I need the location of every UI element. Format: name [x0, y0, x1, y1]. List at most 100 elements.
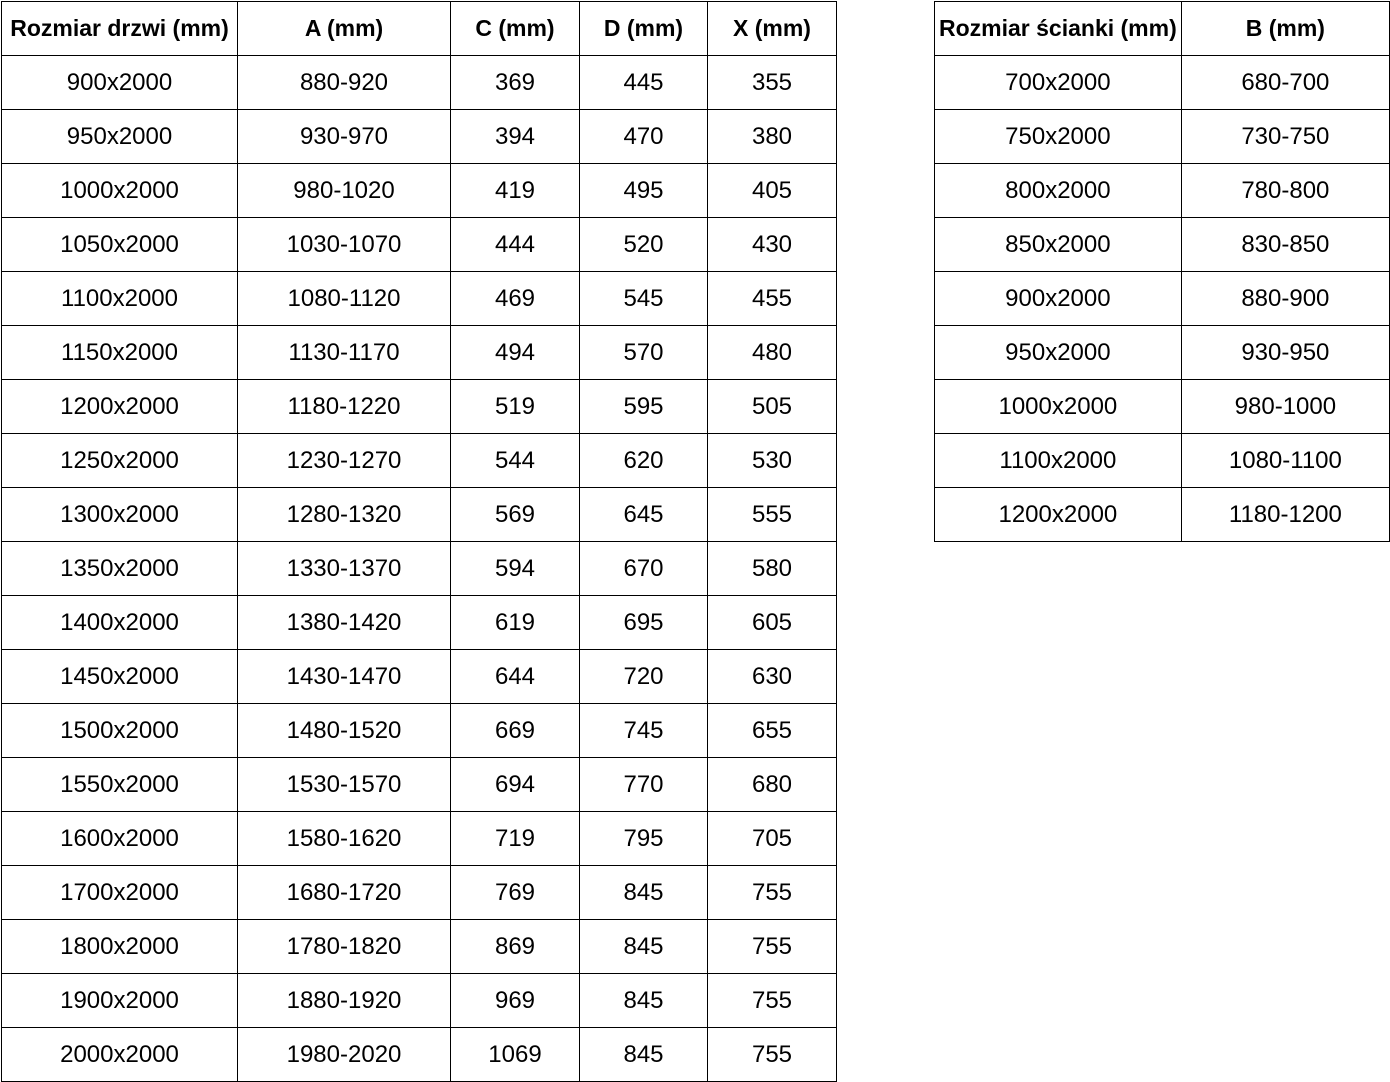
- table-cell: 980-1000: [1180, 379, 1390, 434]
- table-cell: 569: [450, 487, 580, 542]
- table-cell: 469: [450, 271, 580, 326]
- door-sizes-table: Rozmiar drzwi (mm) A (mm) C (mm) D (mm) X (m…: [1, 1, 837, 1082]
- table-cell: 705: [707, 811, 837, 866]
- table-cell: 869: [450, 919, 580, 974]
- table-cell: 555: [707, 487, 837, 542]
- table-cell: 1480-1520: [237, 703, 451, 758]
- column-header: X (mm): [707, 1, 837, 56]
- table-cell: 644: [450, 649, 580, 704]
- table-cell: 1100x2000: [1, 271, 238, 326]
- table-row: 1900x2000 1880-1920 969 845 755: [1, 973, 837, 1028]
- table-row: 1550x2000 1530-1570 694 770 680: [1, 757, 837, 812]
- table-cell: 355: [707, 55, 837, 110]
- table-cell: 1580-1620: [237, 811, 451, 866]
- table-cell: 520: [579, 217, 708, 272]
- table-cell: 1069: [450, 1027, 580, 1082]
- table-cell: 1780-1820: [237, 919, 451, 974]
- table-cell: 405: [707, 163, 837, 218]
- door-sizes-table-head: Rozmiar drzwi (mm) A (mm) C (mm) D (mm) X (m…: [1, 1, 837, 56]
- table-cell: 845: [579, 865, 708, 920]
- table-cell: 755: [707, 865, 837, 920]
- table-cell: 695: [579, 595, 708, 650]
- table-cell: 1130-1170: [237, 325, 451, 380]
- table-cell: 620: [579, 433, 708, 488]
- table-cell: 605: [707, 595, 837, 650]
- table-row: 900x2000 880-900: [934, 271, 1390, 326]
- table-cell: 1080-1100: [1180, 433, 1390, 488]
- table-cell: 950x2000: [1, 109, 238, 164]
- table-cell: 1400x2000: [1, 595, 238, 650]
- table-cell: 980-1020: [237, 163, 451, 218]
- table-cell: 900x2000: [1, 55, 238, 110]
- table-cell: 1880-1920: [237, 973, 451, 1028]
- table-cell: 1330-1370: [237, 541, 451, 596]
- column-header: Rozmiar ścianki (mm): [934, 1, 1182, 56]
- table-cell: 1250x2000: [1, 433, 238, 488]
- table-row: 1600x2000 1580-1620 719 795 705: [1, 811, 837, 866]
- table-cell: 380: [707, 109, 837, 164]
- table-cell: 1680-1720: [237, 865, 451, 920]
- column-header: C (mm): [450, 1, 580, 56]
- table-row: 1700x2000 1680-1720 769 845 755: [1, 865, 837, 920]
- table-row: 1400x2000 1380-1420 619 695 605: [1, 595, 837, 650]
- table-row: 1250x2000 1230-1270 544 620 530: [1, 433, 837, 488]
- table-cell: 505: [707, 379, 837, 434]
- wall-panel-sizes-table-head: Rozmiar ścianki (mm) B (mm): [934, 1, 1390, 56]
- table-cell: 1380-1420: [237, 595, 451, 650]
- table-cell: 1080-1120: [237, 271, 451, 326]
- table-cell: 850x2000: [934, 217, 1182, 272]
- table-row: 1450x2000 1430-1470 644 720 630: [1, 649, 837, 704]
- table-cell: 1800x2000: [1, 919, 238, 974]
- table-cell: 845: [579, 1027, 708, 1082]
- table-row: 700x2000 680-700: [934, 55, 1390, 110]
- table-row: 1100x2000 1080-1120 469 545 455: [1, 271, 837, 326]
- table-cell: 719: [450, 811, 580, 866]
- wall-panel-sizes-table: Rozmiar ścianki (mm) B (mm) 700x2000 680-7…: [934, 1, 1390, 542]
- table-cell: 430: [707, 217, 837, 272]
- table-row: 950x2000 930-970 394 470 380: [1, 109, 837, 164]
- table-cell: 670: [579, 541, 708, 596]
- table-row: 1350x2000 1330-1370 594 670 580: [1, 541, 837, 596]
- table-cell: 1180-1200: [1180, 487, 1390, 542]
- column-header: D (mm): [579, 1, 708, 56]
- table-cell: 1980-2020: [237, 1027, 451, 1082]
- table-cell: 969: [450, 973, 580, 1028]
- column-header: B (mm): [1180, 1, 1390, 56]
- table-cell: 419: [450, 163, 580, 218]
- header-row: Rozmiar ścianki (mm) B (mm): [934, 1, 1390, 56]
- table-cell: 755: [707, 1027, 837, 1082]
- table-cell: 394: [450, 109, 580, 164]
- table-cell: 1150x2000: [1, 325, 238, 380]
- table-cell: 1500x2000: [1, 703, 238, 758]
- table-cell: 1050x2000: [1, 217, 238, 272]
- table-cell: 655: [707, 703, 837, 758]
- table-cell: 680: [707, 757, 837, 812]
- table-cell: 845: [579, 919, 708, 974]
- table-row: 850x2000 830-850: [934, 217, 1390, 272]
- column-header: A (mm): [237, 1, 451, 56]
- table-cell: 595: [579, 379, 708, 434]
- table-cell: 580: [707, 541, 837, 596]
- table-row: 2000x2000 1980-2020 1069 845 755: [1, 1027, 837, 1082]
- header-row: Rozmiar drzwi (mm) A (mm) C (mm) D (mm) X (m…: [1, 1, 837, 56]
- table-row: 1100x2000 1080-1100: [934, 433, 1390, 488]
- table-row: 1150x2000 1130-1170 494 570 480: [1, 325, 837, 380]
- table-cell: 470: [579, 109, 708, 164]
- table-row: 1000x2000 980-1000: [934, 379, 1390, 434]
- table-cell: 1530-1570: [237, 757, 451, 812]
- table-cell: 1000x2000: [934, 379, 1182, 434]
- table-cell: 369: [450, 55, 580, 110]
- table-cell: 1280-1320: [237, 487, 451, 542]
- table-cell: 1230-1270: [237, 433, 451, 488]
- table-cell: 830-850: [1180, 217, 1390, 272]
- table-cell: 755: [707, 919, 837, 974]
- table-row: 800x2000 780-800: [934, 163, 1390, 218]
- door-sizes-table-body: 900x2000 880-920 369 445 355 950x2000 930-970 3…: [1, 55, 837, 1082]
- table-cell: 880-900: [1180, 271, 1390, 326]
- table-cell: 519: [450, 379, 580, 434]
- table-row: 750x2000 730-750: [934, 109, 1390, 164]
- table-cell: 780-800: [1180, 163, 1390, 218]
- table-row: 1500x2000 1480-1520 669 745 655: [1, 703, 837, 758]
- table-row: 1200x2000 1180-1200: [934, 487, 1390, 542]
- table-cell: 494: [450, 325, 580, 380]
